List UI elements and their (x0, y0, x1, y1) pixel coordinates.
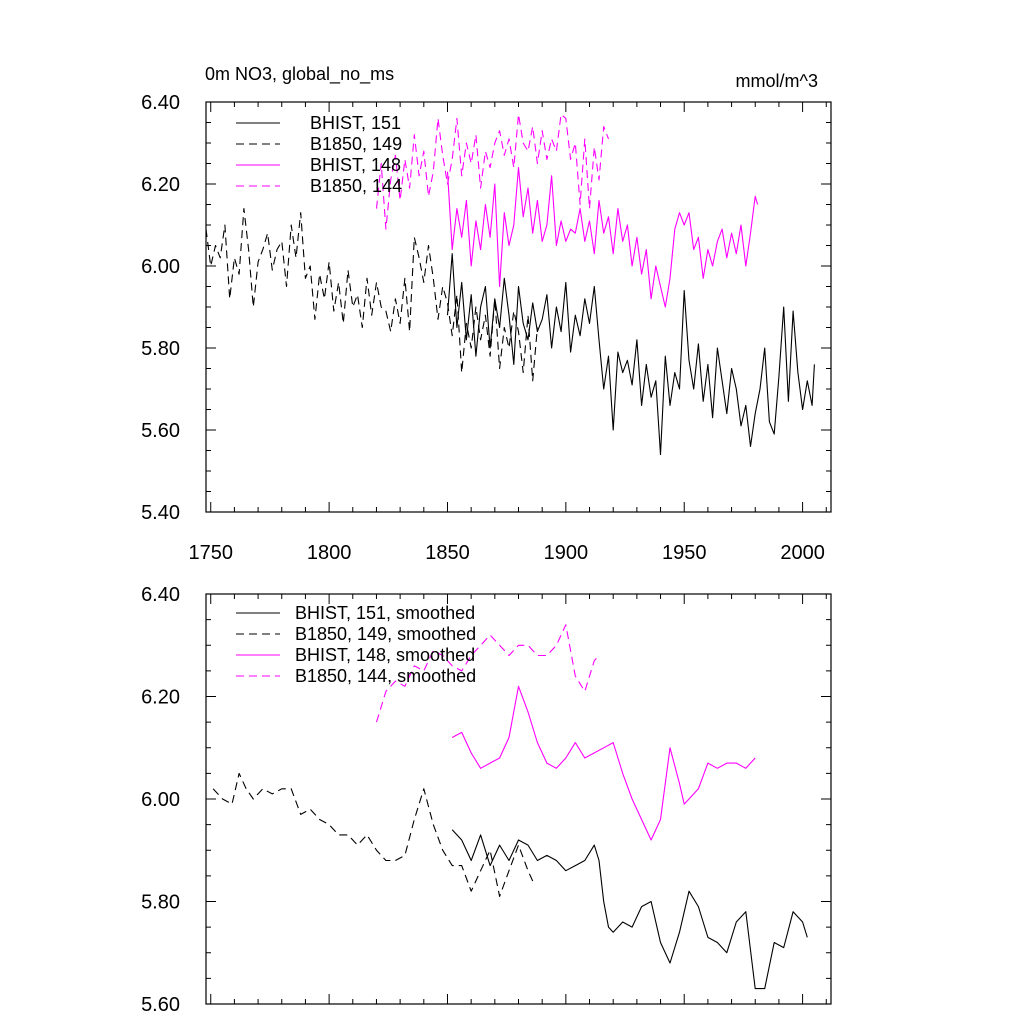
legend-label: B1850, 149, smoothed (295, 624, 476, 644)
y-tick-label: 5.60 (141, 994, 180, 1016)
series-line-2 (451, 685, 756, 841)
x-tick-label: 1900 (544, 542, 589, 564)
legend-label: B1850, 144, smoothed (295, 666, 476, 686)
x-tick-label: 1750 (188, 542, 233, 564)
series-line-0 (451, 829, 808, 990)
legend-label: B1850, 149 (310, 134, 402, 154)
series-line-1 (212, 772, 534, 897)
y-tick-label: 6.20 (141, 687, 180, 709)
top-panel: 5.40 5.60 5.80 6.00 6.20 6.40 1750 1800 1850 1900… (141, 92, 832, 564)
y-tick-label: 6.00 (141, 789, 180, 811)
y-tick-label: 6.20 (141, 174, 180, 196)
x-tick-label: 1800 (307, 542, 352, 564)
x-tick-label: 2000 (780, 542, 825, 564)
x-tick-label: 1950 (662, 542, 707, 564)
y-tick-label: 6.00 (141, 256, 180, 278)
x-tick-label: 1850 (425, 542, 470, 564)
chart-title: 0m NO3, global_no_ms (205, 64, 394, 85)
series-line-3 (375, 624, 600, 723)
bottom-panel: 5.60 5.80 6.00 6.20 6.40 BHIST, 151, smoothed… (141, 584, 832, 1016)
legend-label: BHIST, 148, smoothed (295, 645, 475, 665)
legend-label: BHIST, 151 (310, 113, 401, 133)
series-line-0 (446, 253, 815, 456)
y-tick-label: 6.40 (141, 584, 180, 606)
legend-label: BHIST, 151, smoothed (295, 603, 475, 623)
series-line-2 (446, 167, 759, 308)
plot-frame (205, 101, 832, 513)
y-tick-label: 5.40 (141, 502, 180, 524)
legend-label: B1850, 144 (310, 176, 402, 196)
units-label: mmol/m^3 (736, 71, 818, 91)
series-line-3 (375, 113, 610, 230)
y-tick-label: 5.60 (141, 420, 180, 442)
legend-label: BHIST, 148 (310, 155, 401, 175)
series-line-1 (205, 208, 538, 382)
y-tick-label: 5.80 (141, 892, 180, 914)
y-tick-label: 5.80 (141, 338, 180, 360)
y-tick-label: 6.40 (141, 92, 180, 114)
